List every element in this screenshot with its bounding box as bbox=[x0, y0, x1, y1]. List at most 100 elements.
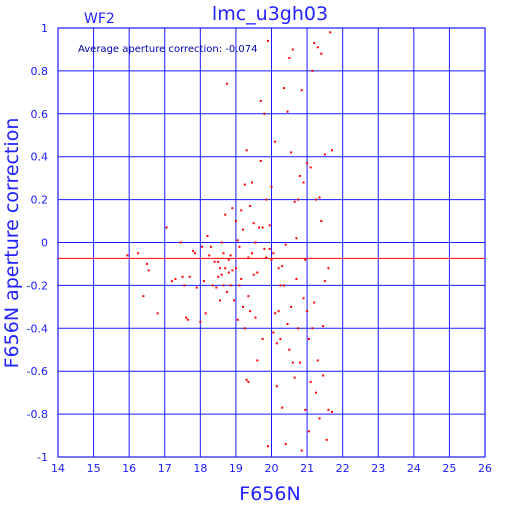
data-point bbox=[243, 327, 246, 330]
y-tick-labels: -1 -0.8 -0.6 -0.4 -0.2 0 0.2 0.4 0.6 0.8 1 bbox=[27, 22, 48, 464]
data-point bbox=[156, 312, 159, 315]
data-point bbox=[218, 299, 221, 302]
data-point bbox=[142, 295, 145, 298]
data-point bbox=[306, 162, 309, 165]
data-point bbox=[199, 320, 202, 323]
data-point bbox=[240, 277, 243, 280]
data-point bbox=[227, 271, 230, 274]
data-point bbox=[195, 286, 198, 289]
data-point bbox=[188, 275, 191, 278]
data-point bbox=[318, 196, 321, 199]
data-point bbox=[284, 443, 287, 446]
data-point bbox=[192, 250, 195, 253]
data-point bbox=[298, 361, 301, 364]
data-point bbox=[272, 252, 275, 255]
data-point bbox=[245, 149, 248, 152]
data-point bbox=[295, 277, 298, 280]
data-point bbox=[325, 438, 328, 441]
data-point bbox=[202, 280, 205, 283]
y-tick-label: 0.2 bbox=[31, 194, 49, 207]
data-point bbox=[288, 348, 291, 351]
data-point bbox=[236, 318, 239, 321]
data-point bbox=[270, 258, 273, 261]
data-points bbox=[126, 31, 333, 452]
data-point bbox=[306, 310, 309, 313]
data-point bbox=[243, 183, 246, 186]
data-point bbox=[170, 280, 173, 283]
data-point bbox=[206, 235, 209, 238]
data-point bbox=[252, 273, 255, 276]
data-point bbox=[320, 220, 323, 223]
data-point bbox=[277, 310, 280, 313]
data-point bbox=[217, 275, 220, 278]
data-point bbox=[240, 209, 243, 212]
data-point bbox=[231, 269, 234, 272]
x-tick-label: 14 bbox=[51, 462, 65, 475]
data-point bbox=[274, 140, 277, 143]
data-point bbox=[309, 166, 312, 169]
data-point bbox=[293, 200, 296, 203]
y-tick-label: 0.6 bbox=[31, 108, 49, 121]
x-tick-labels: 14 15 16 17 18 19 20 21 22 23 24 25 26 bbox=[51, 462, 492, 475]
data-point bbox=[218, 267, 221, 270]
data-point bbox=[247, 256, 250, 259]
data-point bbox=[252, 222, 255, 225]
data-point bbox=[295, 237, 298, 240]
data-point bbox=[226, 82, 229, 85]
data-point bbox=[291, 48, 294, 51]
data-point bbox=[208, 254, 211, 257]
data-point bbox=[304, 258, 307, 261]
data-point bbox=[330, 149, 333, 152]
data-point bbox=[236, 239, 239, 242]
data-point bbox=[256, 271, 259, 274]
data-point bbox=[183, 284, 186, 287]
data-point bbox=[229, 284, 232, 287]
data-point bbox=[307, 430, 310, 433]
data-point bbox=[291, 361, 294, 364]
data-point bbox=[327, 408, 330, 411]
data-point bbox=[259, 159, 262, 162]
data-point bbox=[245, 378, 248, 381]
data-point bbox=[220, 273, 223, 276]
data-point bbox=[217, 260, 220, 263]
data-point bbox=[256, 359, 259, 362]
data-point bbox=[274, 312, 277, 315]
plot-frame bbox=[57, 27, 486, 458]
x-tick-label: 19 bbox=[229, 462, 243, 475]
average-annotation: Average aperture correction: -0.074 bbox=[78, 44, 258, 55]
data-point bbox=[234, 267, 237, 270]
data-point bbox=[193, 252, 196, 255]
data-point bbox=[145, 262, 148, 265]
x-tick-label: 18 bbox=[193, 462, 207, 475]
data-point bbox=[213, 260, 216, 263]
data-point bbox=[302, 297, 305, 300]
data-point bbox=[311, 327, 314, 330]
data-point bbox=[258, 226, 261, 229]
data-point bbox=[211, 284, 214, 287]
data-point bbox=[272, 331, 275, 334]
data-point bbox=[298, 175, 301, 178]
y-tick-label: 0.4 bbox=[31, 151, 49, 164]
y-tick-label: 1 bbox=[41, 22, 48, 35]
data-point bbox=[316, 46, 319, 49]
y-tick-label: -0.8 bbox=[27, 408, 48, 421]
data-point bbox=[265, 256, 268, 259]
data-point bbox=[222, 252, 225, 255]
data-point bbox=[259, 99, 262, 102]
y-axis-label: F656N aperture correction bbox=[1, 118, 23, 369]
data-point bbox=[320, 52, 323, 55]
data-point bbox=[307, 338, 310, 341]
x-axis-label: F656N bbox=[239, 483, 300, 505]
data-point bbox=[322, 325, 325, 328]
data-point bbox=[181, 275, 184, 278]
data-point bbox=[137, 252, 140, 255]
data-point bbox=[220, 241, 223, 244]
x-tick-label: 15 bbox=[87, 462, 101, 475]
y-tick-label: 0 bbox=[41, 237, 48, 250]
data-point bbox=[263, 112, 266, 115]
data-point bbox=[300, 449, 303, 452]
data-point bbox=[327, 267, 330, 270]
data-point bbox=[147, 269, 150, 272]
data-point bbox=[290, 151, 293, 154]
data-point bbox=[293, 376, 296, 379]
